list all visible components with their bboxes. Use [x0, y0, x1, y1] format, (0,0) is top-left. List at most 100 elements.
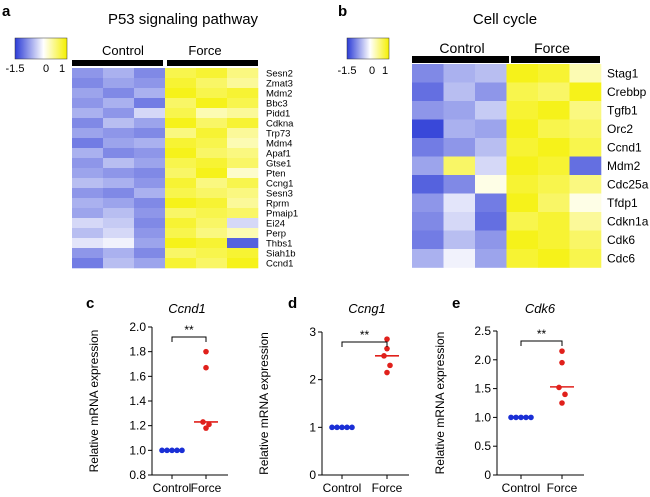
x-tick-label: Force	[191, 481, 222, 495]
heatmap-cell	[412, 249, 444, 268]
heatmap-cell	[72, 138, 104, 149]
heatmap-cell	[72, 238, 104, 249]
heatmap-cell	[443, 175, 476, 194]
heatmap-cell	[103, 138, 135, 149]
dot-plot-e: Cdk6 Relative mRNA expression 0 0.5 1.0 1.5 2.…	[433, 301, 584, 495]
heatmap-cell	[227, 258, 259, 269]
y-tick-label: 1.2	[129, 419, 146, 433]
heatmap-cell	[134, 188, 166, 199]
heatmap-cell	[103, 198, 135, 209]
heatmap-cell	[475, 230, 507, 250]
heatmap-cell	[569, 230, 602, 250]
heatmap-cell	[475, 82, 507, 102]
gene-label: Bbc3	[266, 98, 288, 109]
y-tick-label: 1.0	[474, 410, 491, 424]
heatmap-cell	[227, 88, 259, 99]
y-tick-label: 1.5	[474, 382, 491, 396]
gene-label: Pidd1	[266, 108, 290, 119]
heatmap-cell	[134, 168, 166, 179]
significance-bracket	[520, 340, 563, 346]
heatmap-cell	[165, 148, 197, 159]
data-point	[334, 424, 340, 431]
heatmap-cell	[443, 119, 476, 139]
heatmap-cell	[506, 82, 539, 102]
heatmap-cell	[475, 119, 507, 139]
heatmap-cell	[227, 208, 259, 219]
heatmap-cell	[134, 138, 166, 149]
data-point	[559, 359, 565, 366]
gene-label: Tgfb1	[607, 103, 638, 117]
y-tick-label: 3	[309, 325, 316, 339]
heatmap-cell	[475, 193, 507, 213]
heatmap-cell	[443, 101, 476, 120]
data-point	[381, 353, 387, 359]
heatmap-cell	[475, 156, 507, 176]
gene-label: Crebbp	[607, 85, 647, 99]
data-point	[349, 424, 355, 431]
y-tick-label: 2.0	[129, 320, 146, 334]
heatmap-cell	[196, 128, 228, 139]
heatmap-cell	[506, 193, 539, 213]
heatmap-cell	[475, 212, 507, 231]
y-axis-label: Relative mRNA expression	[257, 332, 271, 475]
heatmap-a: P53 signaling pathway -1.5 0 1 Control F…	[6, 11, 299, 269]
heatmap-cell	[103, 88, 135, 99]
panel-label-a: a	[2, 3, 11, 20]
y-tick-label: 1.0	[129, 443, 146, 457]
heatmap-cell	[506, 212, 539, 231]
heatmap-cell	[134, 128, 166, 139]
heatmap-cell	[72, 158, 104, 169]
heatmap-cell	[103, 188, 135, 199]
gene-label: Ccng1	[266, 178, 293, 189]
gene-label: Cdkn1a	[607, 214, 649, 228]
data-point	[523, 414, 529, 421]
group-label-control: Control	[439, 40, 484, 56]
heatmap-cell	[165, 258, 197, 269]
y-tick-label: 0.8	[129, 468, 146, 482]
y-tick-label: 0	[484, 468, 491, 482]
heatmap-cell	[506, 119, 539, 139]
data-point	[159, 447, 165, 454]
heatmap-cell	[569, 193, 602, 213]
heatmap-cell	[103, 208, 135, 219]
heatmap-cell	[443, 230, 476, 250]
heatmap-cell	[103, 178, 135, 189]
data-point	[562, 391, 568, 398]
scale-mid-label: 0	[369, 65, 375, 77]
color-scale-bar	[346, 37, 390, 60]
data-point	[528, 414, 534, 421]
data-point	[559, 348, 565, 354]
heatmap-cell	[103, 118, 135, 129]
heatmap-cell	[412, 156, 444, 176]
heatmap-cell	[227, 108, 259, 119]
heatmap-cell	[196, 168, 228, 179]
x-tick-label: Force	[547, 481, 578, 495]
heatmap-cell	[475, 249, 507, 268]
heatmap-cell	[412, 64, 444, 83]
heatmap-cell	[196, 148, 228, 159]
heatmap-cell	[165, 168, 197, 179]
scale-min-label: -1.5	[338, 65, 357, 77]
gene-label: Mdm2	[266, 88, 292, 99]
heatmap-cell	[196, 78, 228, 89]
heatmap-b-title: Cell cycle	[473, 11, 537, 28]
data-point	[339, 424, 345, 431]
heatmap-cell	[569, 156, 602, 176]
panel-label-b: b	[338, 3, 347, 20]
heatmap-cell	[196, 88, 228, 99]
heatmap-cell	[103, 78, 135, 89]
heatmap-cell	[227, 158, 259, 169]
heatmap-cell	[412, 212, 444, 231]
gene-label: Rprm	[266, 198, 289, 209]
data-point	[203, 364, 209, 371]
heatmap-cell	[103, 98, 135, 109]
heatmap-cell	[538, 212, 570, 231]
heatmap-cell	[196, 208, 228, 219]
data-point	[174, 447, 180, 454]
x-tick-label: Control	[323, 481, 362, 495]
heatmap-cell	[196, 258, 228, 269]
heatmap-cell	[227, 138, 259, 149]
heatmap-cell	[227, 178, 259, 189]
gene-label: Cdc6	[607, 251, 635, 265]
heatmap-cell	[506, 249, 539, 268]
